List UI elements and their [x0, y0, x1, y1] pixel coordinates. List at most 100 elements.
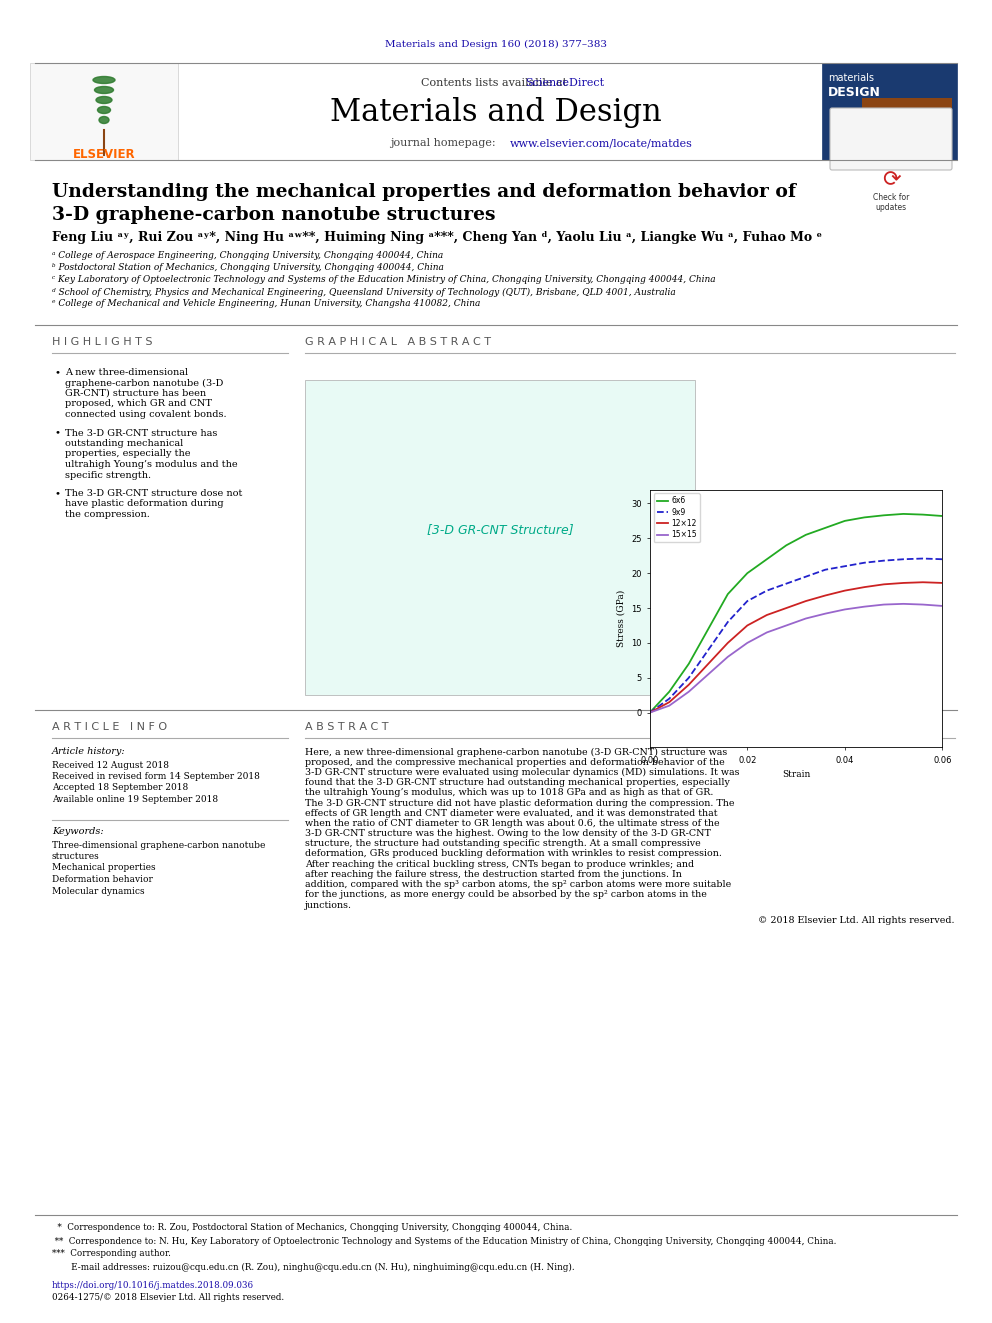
- Text: properties, especially the: properties, especially the: [65, 450, 190, 459]
- 15×15: [800, 610, 811, 626]
- Text: Materials and Design 160 (2018) 377–383: Materials and Design 160 (2018) 377–383: [385, 40, 607, 49]
- Text: structures: structures: [52, 852, 100, 861]
- Text: ScienceDirect: ScienceDirect: [526, 78, 604, 89]
- Ellipse shape: [94, 86, 113, 94]
- Text: junctions.: junctions.: [305, 901, 352, 909]
- Line: 9x9: 9x9: [650, 558, 942, 713]
- Line: 15×15: 15×15: [650, 603, 942, 713]
- 9x9: [800, 569, 811, 585]
- FancyBboxPatch shape: [830, 108, 952, 169]
- Text: •: •: [54, 368, 60, 377]
- Legend: 6x6, 9x9, 12×12, 15×15: 6x6, 9x9, 12×12, 15×15: [654, 493, 699, 542]
- Text: ***  Corresponding author.: *** Corresponding author.: [52, 1249, 171, 1258]
- Text: 3-D GR-CNT structure were evaluated using molecular dynamics (MD) simulations. I: 3-D GR-CNT structure were evaluated usin…: [305, 767, 739, 777]
- Text: © 2018 Elsevier Ltd. All rights reserved.: © 2018 Elsevier Ltd. All rights reserved…: [759, 916, 955, 925]
- Text: Accepted 18 September 2018: Accepted 18 September 2018: [52, 783, 188, 792]
- Text: After reaching the critical buckling stress, CNTs began to produce wrinkles; and: After reaching the critical buckling str…: [305, 860, 694, 869]
- 6x6: [664, 684, 676, 700]
- Text: Available online 19 September 2018: Available online 19 September 2018: [52, 795, 218, 804]
- Text: Deformation behavior: Deformation behavior: [52, 875, 153, 884]
- 15×15: [878, 597, 890, 613]
- Text: •: •: [54, 490, 60, 497]
- 12×12: [819, 587, 831, 603]
- Text: graphene-carbon nanotube (3-D: graphene-carbon nanotube (3-D: [65, 378, 223, 388]
- Text: have plastic deformation during: have plastic deformation during: [65, 500, 223, 508]
- Text: ⟳: ⟳: [882, 169, 901, 191]
- 15×15: [781, 618, 793, 634]
- 15×15: [664, 697, 676, 713]
- 6x6: [917, 507, 929, 523]
- 9x9: [917, 550, 929, 566]
- 12×12: [839, 582, 851, 598]
- Text: 0264-1275/© 2018 Elsevier Ltd. All rights reserved.: 0264-1275/© 2018 Elsevier Ltd. All right…: [52, 1294, 284, 1303]
- FancyBboxPatch shape: [305, 380, 695, 695]
- 12×12: [682, 677, 694, 693]
- Text: proposed, which GR and CNT: proposed, which GR and CNT: [65, 400, 212, 409]
- 9x9: [761, 582, 773, 598]
- Y-axis label: Stress (GPa): Stress (GPa): [616, 590, 625, 647]
- Text: structure, the structure had outstanding specific strength. At a small compressi: structure, the structure had outstanding…: [305, 839, 700, 848]
- Text: specific strength.: specific strength.: [65, 471, 151, 479]
- Text: Feng Liu ᵃʸ, Rui Zou ᵃʸ*, Ning Hu ᵃʷ**, Huiming Ning ᵃ***, Cheng Yan ᵈ, Yaolu Li: Feng Liu ᵃʸ, Rui Zou ᵃʸ*, Ning Hu ᵃʷ**, …: [52, 232, 822, 245]
- 12×12: [936, 576, 948, 591]
- Text: proposed, and the compressive mechanical properties and deformation behavior of : proposed, and the compressive mechanical…: [305, 758, 725, 767]
- Text: Molecular dynamics: Molecular dynamics: [52, 886, 145, 896]
- 6x6: [858, 509, 870, 525]
- 9x9: [819, 562, 831, 578]
- 6x6: [722, 586, 734, 602]
- 12×12: [800, 593, 811, 609]
- 12×12: [644, 705, 656, 721]
- Text: E-mail addresses: ruizou@cqu.edu.cn (R. Zou), ninghu@cqu.edu.cn (N. Hu), ninghui: E-mail addresses: ruizou@cqu.edu.cn (R. …: [52, 1262, 574, 1271]
- Text: Understanding the mechanical properties and deformation behavior of: Understanding the mechanical properties …: [52, 183, 796, 201]
- Text: journal homepage:: journal homepage:: [390, 138, 499, 148]
- Text: the compression.: the compression.: [65, 509, 150, 519]
- 12×12: [761, 607, 773, 623]
- Text: *  Correspondence to: R. Zou, Postdoctoral Station of Mechanics, Chongqing Unive: * Correspondence to: R. Zou, Postdoctora…: [52, 1224, 572, 1233]
- Text: Received in revised form 14 September 2018: Received in revised form 14 September 20…: [52, 773, 260, 781]
- 6x6: [761, 552, 773, 568]
- Text: the ultrahigh Young’s modulus, which was up to 1018 GPa and as high as that of G: the ultrahigh Young’s modulus, which was…: [305, 789, 713, 798]
- 6x6: [702, 620, 714, 636]
- Text: https://doi.org/10.1016/j.matdes.2018.09.036: https://doi.org/10.1016/j.matdes.2018.09…: [52, 1281, 254, 1290]
- 15×15: [858, 599, 870, 615]
- Text: Received 12 August 2018: Received 12 August 2018: [52, 761, 169, 770]
- Text: www.elsevier.com/locate/matdes: www.elsevier.com/locate/matdes: [510, 138, 692, 148]
- 6x6: [878, 507, 890, 523]
- Ellipse shape: [96, 97, 112, 103]
- 15×15: [839, 602, 851, 618]
- 6x6: [839, 513, 851, 529]
- Text: G R A P H I C A L   A B S T R A C T: G R A P H I C A L A B S T R A C T: [305, 337, 491, 347]
- Text: A B S T R A C T: A B S T R A C T: [305, 722, 389, 732]
- 9x9: [702, 642, 714, 658]
- 9x9: [781, 576, 793, 591]
- Text: when the ratio of CNT diameter to GR length was about 0.6, the ultimate stress o: when the ratio of CNT diameter to GR len…: [305, 819, 719, 828]
- Text: GR-CNT) structure has been: GR-CNT) structure has been: [65, 389, 206, 398]
- Text: DESIGN: DESIGN: [828, 86, 881, 98]
- Line: 6x6: 6x6: [650, 513, 942, 713]
- 15×15: [936, 598, 948, 614]
- 9x9: [936, 552, 948, 568]
- Text: The 3-D GR-CNT structure dose not: The 3-D GR-CNT structure dose not: [65, 490, 242, 497]
- 9x9: [722, 614, 734, 630]
- 12×12: [781, 601, 793, 617]
- Text: ᵇ Postdoctoral Station of Mechanics, Chongqing University, Chongqing 400044, Chi: ᵇ Postdoctoral Station of Mechanics, Cho…: [52, 263, 443, 273]
- 12×12: [917, 574, 929, 590]
- 9x9: [878, 553, 890, 569]
- 6x6: [741, 565, 753, 581]
- Text: Mechanical properties: Mechanical properties: [52, 864, 156, 872]
- Text: outstanding mechanical: outstanding mechanical: [65, 439, 184, 448]
- 12×12: [898, 576, 910, 591]
- 6x6: [682, 656, 694, 672]
- 12×12: [722, 635, 734, 651]
- 6x6: [644, 705, 656, 721]
- Text: Check for: Check for: [873, 193, 910, 201]
- 15×15: [761, 624, 773, 640]
- Text: Here, a new three-dimensional graphene-carbon nanotube (3-D GR-CNT) structure wa: Here, a new three-dimensional graphene-c…: [305, 747, 727, 757]
- Text: [3-D GR-CNT Structure]: [3-D GR-CNT Structure]: [427, 524, 573, 537]
- Text: effects of GR length and CNT diameter were evaluated, and it was demonstrated th: effects of GR length and CNT diameter we…: [305, 808, 717, 818]
- Text: **  Correspondence to: N. Hu, Key Laboratory of Optoelectronic Technology and Sy: ** Correspondence to: N. Hu, Key Laborat…: [52, 1237, 836, 1245]
- 15×15: [917, 597, 929, 613]
- 15×15: [682, 684, 694, 700]
- FancyBboxPatch shape: [862, 98, 952, 157]
- Text: The 3-D GR-CNT structure did not have plastic deformation during the compression: The 3-D GR-CNT structure did not have pl…: [305, 799, 734, 807]
